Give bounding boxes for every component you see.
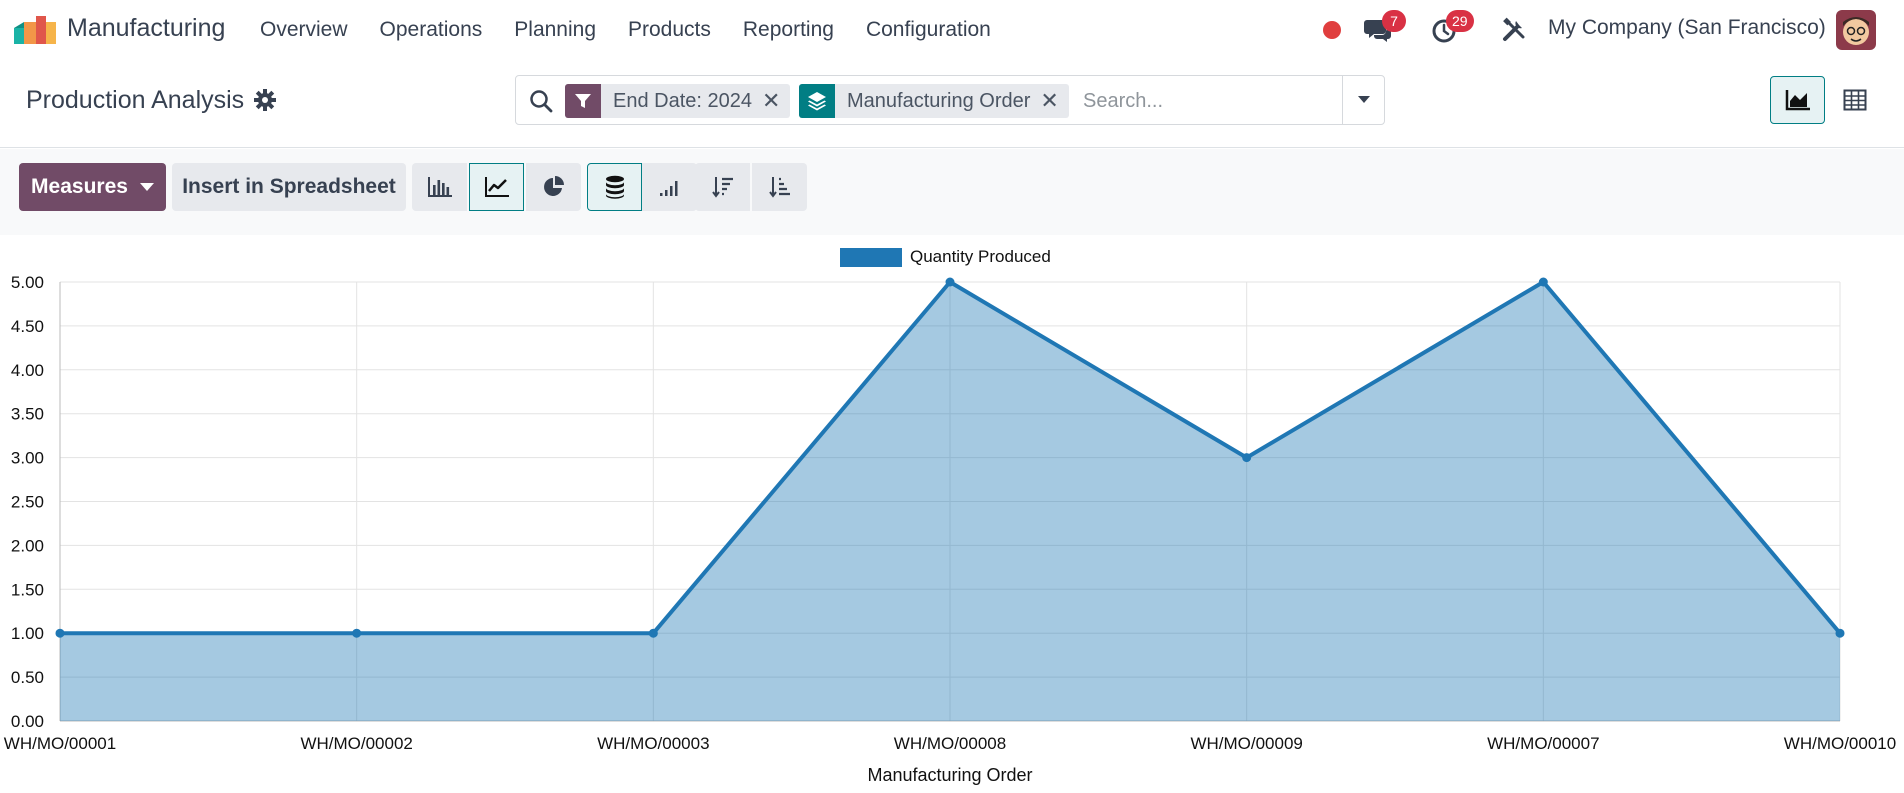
filter-icon — [565, 84, 601, 118]
y-tick-label: 2.50 — [11, 493, 44, 512]
data-point[interactable] — [352, 628, 362, 638]
avatar-icon — [1836, 10, 1876, 50]
search-icon[interactable] — [528, 88, 554, 114]
menu-products[interactable]: Products — [628, 18, 711, 41]
groupby-facet: Manufacturing Order ✕ — [799, 84, 1069, 118]
data-point[interactable] — [1242, 453, 1252, 463]
search-input[interactable] — [1083, 86, 1333, 116]
y-tick-label: 4.00 — [11, 361, 44, 380]
area-chart-icon — [1785, 90, 1810, 111]
y-tick-label: 5.00 — [11, 273, 44, 292]
group-by-layers-icon — [799, 84, 835, 118]
data-point[interactable] — [1538, 277, 1548, 287]
filter-facet: End Date: 2024 ✕ — [565, 84, 791, 118]
measures-label: Measures — [31, 175, 128, 198]
menu-operations[interactable]: Operations — [379, 18, 483, 41]
area-chart: 0.00 0.50 1.00 1.50 2.00 2.50 3.00 3.50 4.00 4.50… — [4, 273, 1896, 785]
data-point[interactable] — [945, 277, 955, 287]
remove-filter-close-icon[interactable]: ✕ — [762, 88, 781, 113]
recording-indicator-icon[interactable] — [1323, 21, 1341, 39]
groupby-facet-label: Manufacturing Order — [847, 89, 1031, 112]
x-tick-label: WH/MO/00003 — [597, 734, 709, 753]
app-name[interactable]: Manufacturing — [67, 14, 226, 42]
remove-groupby-close-icon[interactable]: ✕ — [1040, 88, 1059, 113]
caret-down-icon — [1357, 96, 1370, 103]
stacked-button[interactable] — [587, 163, 642, 211]
menu-planning[interactable]: Planning — [514, 18, 596, 41]
search-options-toggle[interactable] — [1342, 76, 1384, 124]
bar-chart-button[interactable] — [412, 163, 467, 211]
y-tick-label: 2.00 — [11, 536, 44, 555]
insert-label: Insert in Spreadsheet — [182, 175, 396, 198]
x-tick-label: WH/MO/00001 — [4, 734, 116, 753]
y-tick-label: 3.00 — [11, 449, 44, 468]
data-point[interactable] — [55, 628, 65, 638]
sort-ascending-icon — [768, 177, 790, 198]
data-point[interactable] — [648, 628, 658, 638]
y-tick-label: 0.00 — [11, 712, 44, 731]
sort-ascending-button[interactable] — [752, 163, 807, 211]
pie-chart-button[interactable] — [526, 163, 581, 211]
measures-button[interactable]: Measures — [19, 163, 166, 211]
menu-overview[interactable]: Overview — [260, 18, 348, 41]
bar-chart-icon — [427, 177, 452, 197]
sort-descending-button[interactable] — [695, 163, 750, 211]
x-axis-title: Manufacturing Order — [867, 765, 1032, 785]
tools-icon — [1503, 17, 1525, 41]
menu-reporting[interactable]: Reporting — [742, 18, 834, 41]
filter-facet-label: End Date: 2024 — [613, 89, 752, 112]
search-bar: End Date: 2024 ✕ Manufacturing Order ✕ — [515, 75, 1385, 125]
cumulative-button[interactable] — [642, 163, 697, 211]
legend-label[interactable]: Quantity Produced — [910, 247, 1051, 266]
y-tick-label: 3.50 — [11, 405, 44, 424]
line-chart-button[interactable] — [469, 163, 524, 211]
database-stack-icon — [605, 175, 624, 199]
sort-descending-icon — [711, 177, 733, 198]
manufacturing-app-icon[interactable] — [14, 16, 56, 44]
x-tick-label: WH/MO/00010 — [1784, 734, 1896, 753]
graph-toolbar: Measures Insert in Spreadsheet — [0, 149, 1904, 235]
series-area-fill — [60, 282, 1840, 721]
x-tick-label: WH/MO/00002 — [300, 734, 412, 753]
legend-swatch[interactable] — [840, 248, 902, 267]
top-navbar: Manufacturing Overview Operations Planni… — [0, 0, 1904, 60]
activities-badge: 29 — [1446, 10, 1474, 32]
control-panel: Production Analysis End Date: 2024 ✕ — [0, 60, 1904, 148]
page-title: Production Analysis — [26, 86, 245, 114]
caret-down-icon — [139, 183, 154, 191]
x-tick-label: WH/MO/00009 — [1190, 734, 1302, 753]
insert-in-spreadsheet-button[interactable]: Insert in Spreadsheet — [172, 163, 406, 211]
main-menu: Overview Operations Planning Products Re… — [260, 0, 1023, 60]
graph-view-button[interactable] — [1770, 76, 1825, 124]
user-avatar[interactable] — [1836, 10, 1876, 50]
x-tick-label: WH/MO/00007 — [1487, 734, 1599, 753]
gear-icon[interactable] — [254, 89, 276, 111]
data-point[interactable] — [1835, 628, 1845, 638]
y-tick-label: 1.50 — [11, 580, 44, 599]
pivot-view-button[interactable] — [1827, 76, 1882, 124]
menu-configuration[interactable]: Configuration — [865, 18, 991, 41]
x-tick-label: WH/MO/00008 — [894, 734, 1006, 753]
y-tick-label: 1.00 — [11, 624, 44, 643]
debug-tools-button[interactable] — [1498, 14, 1530, 46]
company-switcher[interactable]: My Company (San Francisco) — [1548, 16, 1826, 39]
table-grid-icon — [1843, 89, 1866, 111]
signal-bars-icon — [659, 181, 677, 196]
graph-chart-area: Quantity Produced 0.00 0.50 1.00 1.50 2.00 2.… — [0, 235, 1904, 793]
pie-chart-icon — [543, 176, 564, 196]
y-tick-label: 0.50 — [11, 668, 44, 687]
line-chart-icon — [484, 177, 509, 197]
messages-badge: 7 — [1382, 10, 1406, 32]
y-tick-label: 4.50 — [11, 317, 44, 336]
